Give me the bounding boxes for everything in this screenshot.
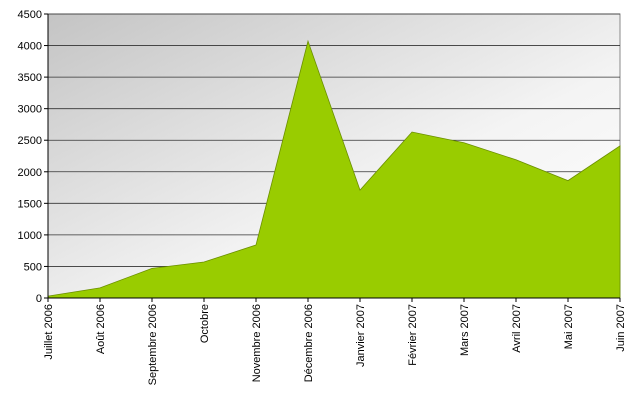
x-tick-label: Mars 2007 <box>459 304 471 356</box>
x-tick-label: Juin 2007 <box>615 304 627 352</box>
x-tick-label: Septembre 2006 <box>147 304 159 385</box>
x-tick-label: Mai 2007 <box>563 304 575 349</box>
x-tick-label: Avril 2007 <box>511 304 523 353</box>
y-tick-label: 2000 <box>18 167 42 179</box>
y-tick-label: 1000 <box>18 230 42 242</box>
y-tick-label: 3000 <box>18 104 42 116</box>
y-tick-label: 0 <box>36 293 42 305</box>
y-tick-label: 4000 <box>18 41 42 53</box>
x-tick-label: Novembre 2006 <box>251 304 263 382</box>
y-tick-label: 4500 <box>18 9 42 21</box>
x-tick-label: Décembre 2006 <box>303 304 315 382</box>
x-tick-label: Octobre <box>199 304 211 343</box>
area <box>47 39 621 299</box>
y-tick-label: 3500 <box>18 72 42 84</box>
x-tick-label: Août 2006 <box>95 304 107 354</box>
x-tick-label: Janvier 2007 <box>355 304 367 367</box>
y-tick-label: 2500 <box>18 135 42 147</box>
x-tick-label: Juillet 2006 <box>43 304 55 360</box>
x-tick-label: Février 2007 <box>407 304 419 366</box>
y-tick-label: 1500 <box>18 198 42 210</box>
y-tick-label: 500 <box>24 261 42 273</box>
